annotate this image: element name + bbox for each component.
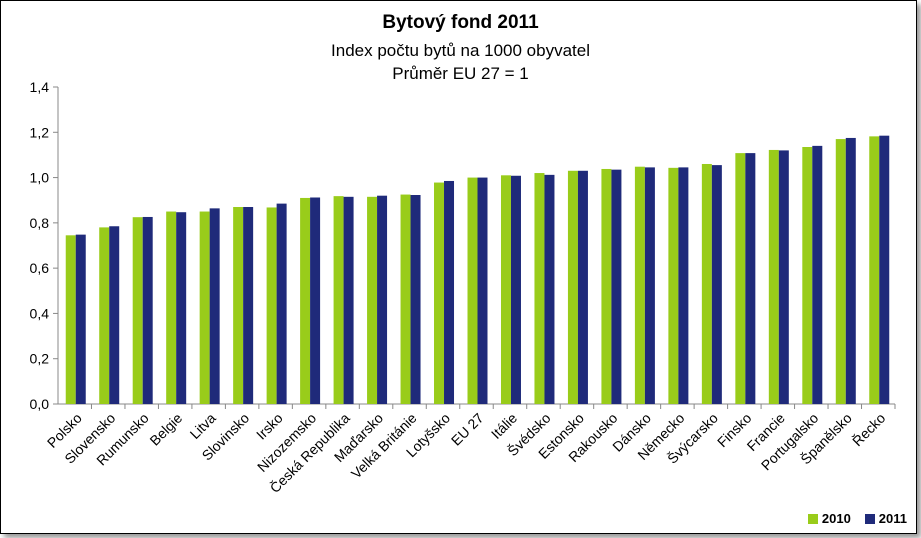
legend-item-2011: 2011 [864, 511, 907, 526]
bar-2011 [343, 196, 354, 404]
x-category-label: EU 27 [448, 410, 487, 449]
legend: 2010 2011 [800, 511, 907, 526]
bar-2010 [300, 197, 311, 404]
bar-2011 [444, 180, 455, 404]
bar-2011 [377, 195, 388, 404]
chart-subtitle-line-2: Průměr EU 27 = 1 [392, 64, 529, 83]
bar-2010 [869, 136, 880, 404]
y-tick-label: 0,8 [30, 215, 50, 231]
bar-2010 [65, 235, 76, 404]
bar-2011 [812, 145, 823, 404]
bar-2011 [310, 197, 321, 404]
bar-2010 [132, 217, 143, 404]
bar-2010 [166, 211, 177, 404]
legend-item-2010: 2010 [807, 511, 851, 526]
y-tick-label: 0,4 [30, 305, 50, 321]
bar-2010 [233, 207, 244, 404]
bar-2011 [577, 170, 588, 404]
bar-2011 [477, 177, 488, 404]
bar-2011 [611, 169, 622, 404]
bar-2010 [835, 139, 846, 405]
y-tick-label: 0,2 [30, 351, 50, 367]
bar-2010 [400, 194, 411, 404]
bar-2011 [745, 153, 756, 404]
bar-2010 [634, 166, 645, 404]
bar-2011 [879, 135, 890, 405]
y-tick-label: 1,0 [30, 170, 50, 186]
y-tick-label: 0,0 [30, 396, 50, 412]
bar-2011 [544, 174, 555, 404]
bar-2010 [467, 177, 478, 404]
bar-2011 [176, 212, 187, 404]
legend-swatch-2011 [864, 513, 875, 524]
bar-2010 [768, 149, 779, 404]
x-category-label: Řecko [849, 410, 889, 450]
bar-2010 [199, 211, 210, 404]
chart-subtitle-line-1: Index počtu bytů na 1000 obyvatel [331, 41, 590, 60]
chart-title: Bytový fond 2011 [382, 12, 539, 33]
bar-2010 [534, 173, 545, 404]
legend-label-2010: 2010 [821, 511, 851, 526]
bar-2011 [142, 216, 153, 404]
bar-2011 [209, 208, 220, 404]
bar-2011 [644, 167, 655, 404]
bar-2010 [367, 196, 378, 404]
legend-swatch-2010 [807, 513, 818, 524]
bar-2011 [75, 234, 86, 404]
bar-2011 [778, 150, 789, 404]
bar-2010 [567, 170, 578, 404]
bar-2010 [99, 227, 110, 404]
y-tick-label: 1,4 [30, 79, 50, 95]
legend-label-2011: 2011 [878, 511, 907, 526]
bar-2010 [701, 163, 712, 404]
bar-2011 [678, 167, 689, 404]
bar-2011 [109, 226, 120, 404]
bar-2011 [410, 195, 421, 404]
bar-2011 [510, 175, 521, 404]
bar-2010 [266, 207, 277, 404]
bar-2011 [711, 165, 722, 404]
bar-2011 [276, 203, 287, 404]
y-tick-label: 1,2 [30, 124, 50, 140]
bar-2010 [500, 175, 511, 404]
bar-2011 [845, 137, 856, 405]
bar-2010 [434, 182, 445, 404]
bar-2010 [668, 167, 679, 404]
bar-2011 [243, 207, 254, 404]
bar-2010 [802, 147, 813, 404]
bar-2010 [735, 153, 746, 404]
y-tick-label: 0,6 [30, 260, 50, 276]
bar-2010 [333, 196, 344, 404]
x-category-label: Belgie [146, 410, 185, 449]
bar-2010 [601, 168, 612, 404]
